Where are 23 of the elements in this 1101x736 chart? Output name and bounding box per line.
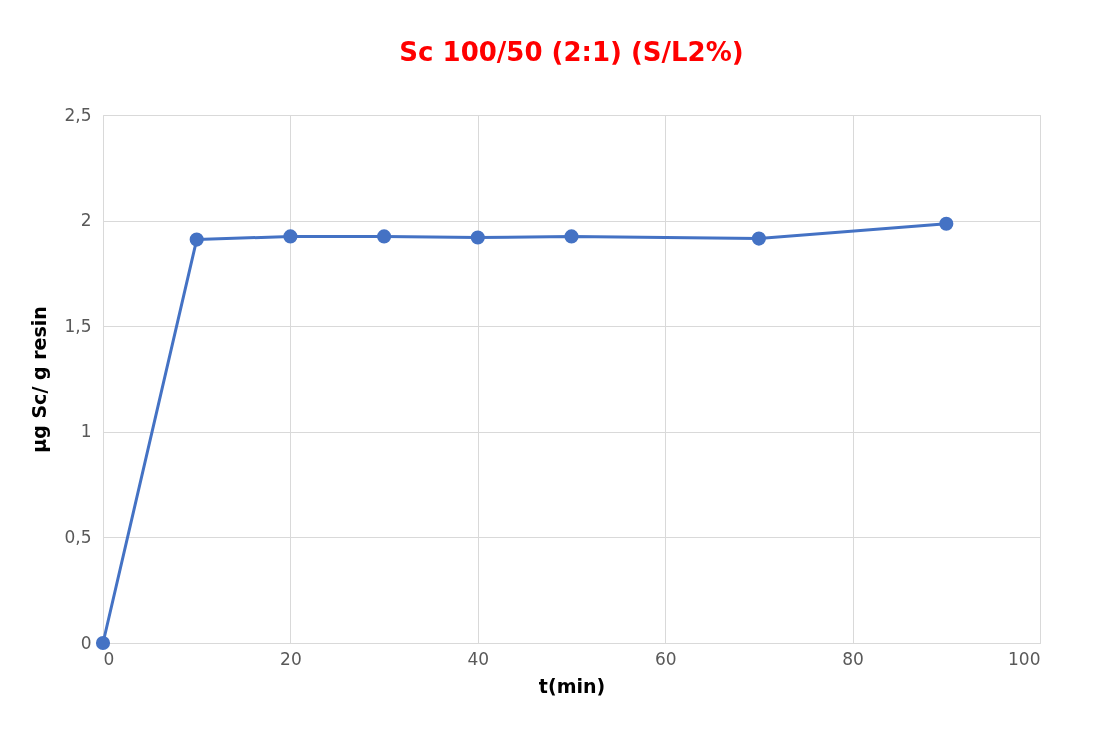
point xyxy=(377,229,392,244)
x-tick-label: 20 xyxy=(280,648,302,669)
y-tick-label: 0,5 xyxy=(64,526,92,547)
y-tick-label: 1 xyxy=(80,421,92,442)
y-axis-title: µg Sc/ g resin xyxy=(28,306,51,453)
point xyxy=(283,229,298,244)
point xyxy=(470,230,485,245)
y-tick-label: 1,5 xyxy=(64,315,92,336)
x-tick-label: 60 xyxy=(654,648,677,669)
x-tick-label: 40 xyxy=(467,648,490,669)
y-tick-label: 2 xyxy=(80,210,92,231)
point xyxy=(939,216,954,231)
x-tick-label: 0 xyxy=(103,648,115,669)
point xyxy=(95,635,111,651)
x-tick-label: 80 xyxy=(842,648,864,669)
chart-title: Sc 100/50 (2:1) (S/L2%) xyxy=(399,37,744,67)
y-tick-label: 2,5 xyxy=(64,104,92,125)
point xyxy=(564,229,579,244)
x-tick-label: 100 xyxy=(1008,648,1041,669)
x-axis-title: t(min) xyxy=(538,674,606,697)
y-tick-label: 0 xyxy=(80,632,92,653)
point xyxy=(189,232,204,247)
point xyxy=(751,231,766,246)
